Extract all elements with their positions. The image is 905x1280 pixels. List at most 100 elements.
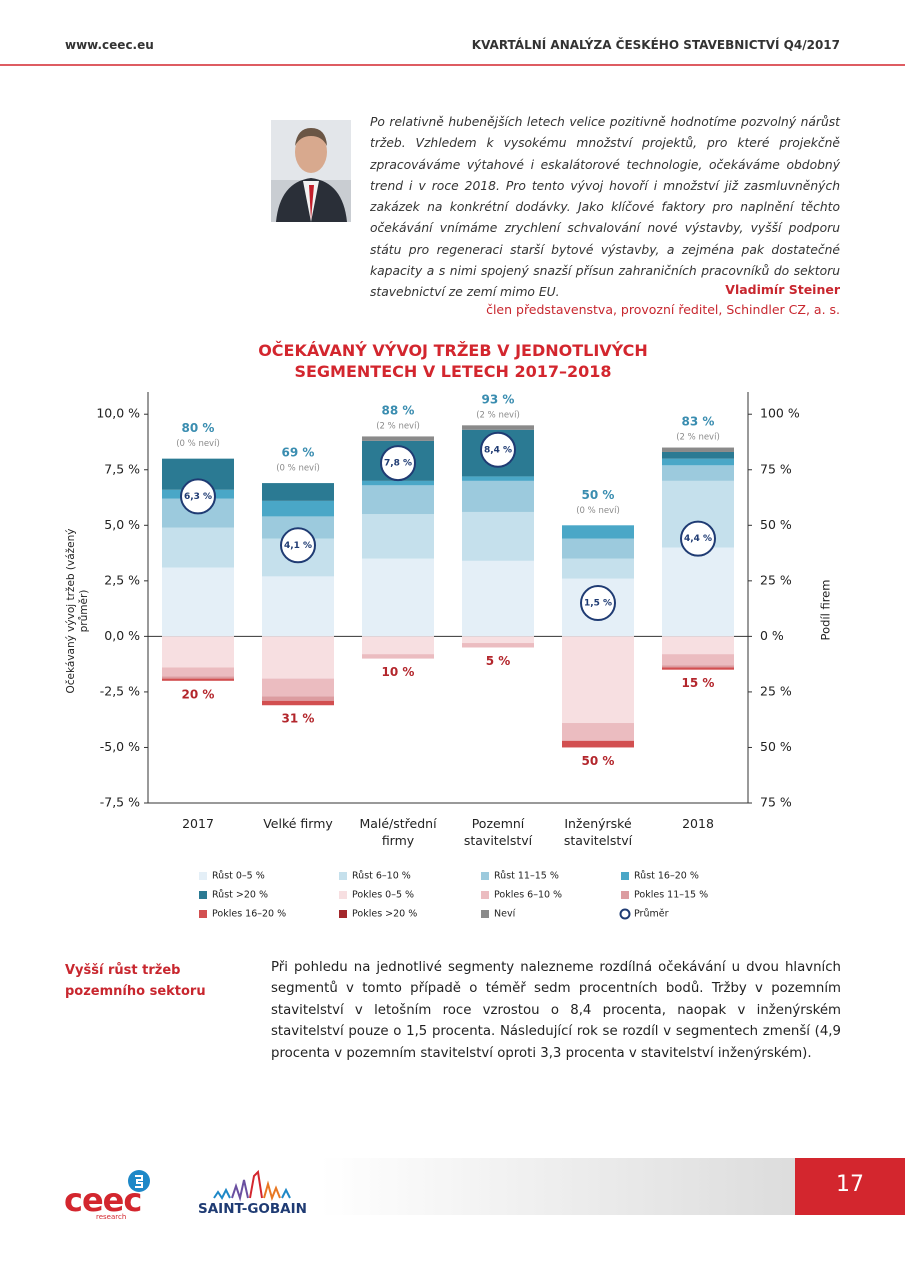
bar-segment: [362, 636, 434, 655]
legend-marker: [619, 908, 631, 920]
y2-tick-label: 25 %: [760, 572, 792, 587]
footer-logo-sub: research: [96, 1213, 127, 1221]
legend-marker: [481, 872, 489, 880]
decline-share-label: 50 %: [582, 754, 615, 768]
legend-label: Růst 11–15 %: [494, 871, 559, 882]
chart-title: OČEKÁVANÝ VÝVOJ TRŽEB V JEDNOTLIVÝCH SEG…: [258, 341, 648, 381]
bar-segment: [462, 560, 534, 637]
page-number: 17: [836, 1172, 864, 1197]
bar-segment: [262, 678, 334, 697]
y-tick-label: -7,5 %: [100, 795, 140, 810]
legend-label: Neví: [494, 909, 516, 920]
quote-author: Vladimír Steiner: [725, 282, 840, 297]
x-tick-label: Inženýrské stavitelství: [563, 816, 633, 848]
y-tick-label: 5,0 %: [104, 517, 140, 532]
average-label: 1,5 %: [584, 599, 612, 609]
y-tick-label: -5,0 %: [100, 739, 140, 754]
y-tick-label: 0,0 %: [104, 628, 140, 643]
bar-segment: [162, 567, 234, 637]
growth-share-label: 50 %: [582, 488, 615, 502]
average-marker: [280, 527, 316, 564]
average-marker: [180, 478, 216, 515]
y2-tick-label: 75 %: [760, 461, 792, 476]
bar-segment: [162, 667, 234, 677]
bar-segment: [462, 476, 534, 481]
legend-label: Růst 0–5 %: [212, 871, 265, 882]
growth-share-label: 88 %: [382, 403, 415, 417]
y-tick-label: 7,5 %: [104, 461, 140, 476]
bar-segment: [162, 678, 234, 681]
y-tick-label: -2,5 %: [100, 683, 140, 698]
average-label: 6,3 %: [184, 492, 212, 502]
growth-share-label: 69 %: [282, 446, 315, 460]
bar-segment: [462, 511, 534, 561]
unknown-share-label: (2 % neví): [376, 421, 420, 431]
bar-segment: [162, 636, 234, 668]
legend-label: Růst >20 %: [212, 890, 268, 901]
legend-label: Pokles 0–5 %: [352, 890, 414, 901]
bar-segment: [462, 425, 534, 430]
legend-label: Pokles 16–20 %: [212, 909, 286, 920]
section-text: Při pohledu na jednotlivé segmenty nalez…: [271, 960, 841, 1061]
bar-segment: [262, 500, 334, 517]
bar-segment: [162, 676, 234, 679]
bar-segment: [262, 576, 334, 637]
legend-marker: [621, 872, 629, 880]
x-tick-label: Malé/střední firmy: [359, 816, 437, 848]
bar-segment: [362, 654, 434, 659]
bar-segment: [462, 643, 534, 648]
legend-marker: [339, 910, 347, 918]
legend-label: Průměr: [634, 909, 669, 920]
bar-segment: [462, 480, 534, 512]
average-marker: [680, 520, 716, 557]
bar-segment: [562, 538, 634, 559]
bar-segment: [662, 636, 734, 655]
growth-share-label: 83 %: [682, 414, 715, 428]
legend-label: Růst 6–10 %: [352, 871, 411, 882]
y-axis-title: Očekávaný vývoj tržeb (vážený průměr): [65, 528, 90, 694]
bar-segment: [562, 636, 634, 724]
header-title: KVARTÁLNÍ ANALÝZA ČESKÉHO STAVEBNICTVÍ Q…: [471, 38, 840, 52]
bar-segment: [662, 447, 734, 452]
y2-tick-label: 50 %: [760, 739, 792, 754]
average-label: 8,4 %: [484, 445, 512, 455]
average-marker: [480, 431, 516, 468]
average-label: 4,4 %: [684, 534, 712, 544]
unknown-share-label: (2 % neví): [676, 432, 720, 442]
bar-segment: [362, 480, 434, 486]
footer-band: [320, 1158, 800, 1215]
footer-logo: ceec: [64, 1181, 142, 1219]
bar-segment: [262, 700, 334, 706]
x-tick-label: Velké firmy: [263, 816, 333, 831]
legend-label: Růst 16–20 %: [634, 871, 699, 882]
bar-segment: [362, 485, 434, 515]
legend-marker: [339, 872, 347, 880]
legend-label: Pokles 11–15 %: [634, 890, 708, 901]
bar-segment: [262, 696, 334, 701]
bar-segment: [362, 514, 434, 559]
bar-segment: [662, 665, 734, 668]
y2-tick-label: 25 %: [760, 683, 792, 698]
bar-segment: [662, 654, 734, 666]
decline-share-label: 31 %: [282, 712, 315, 726]
bar-segment: [462, 636, 534, 644]
y2-axis-title: Podíl firem: [818, 579, 833, 641]
legend-label: Pokles 6–10 %: [494, 890, 562, 901]
legend-marker: [199, 891, 207, 899]
quote-role: člen představenstva, provozní ředitel, S…: [486, 302, 840, 317]
y2-tick-label: 75 %: [760, 795, 792, 810]
section-heading: Vyšší růst tržeb pozemního sektoru: [65, 963, 206, 999]
quote-text: Po relativně hubenějších letech velice p…: [370, 115, 840, 300]
portrait-photo: [271, 120, 351, 222]
unknown-share-label: (2 % neví): [476, 410, 520, 420]
bar-segment: [662, 458, 734, 466]
y2-tick-label: 0 %: [760, 628, 784, 643]
ceec-logo-icon: [128, 1170, 150, 1192]
decline-share-label: 10 %: [382, 665, 415, 679]
bar-segment: [162, 527, 234, 568]
decline-share-label: 5 %: [486, 654, 511, 668]
legend-marker: [481, 910, 489, 918]
bar-segment: [562, 740, 634, 748]
